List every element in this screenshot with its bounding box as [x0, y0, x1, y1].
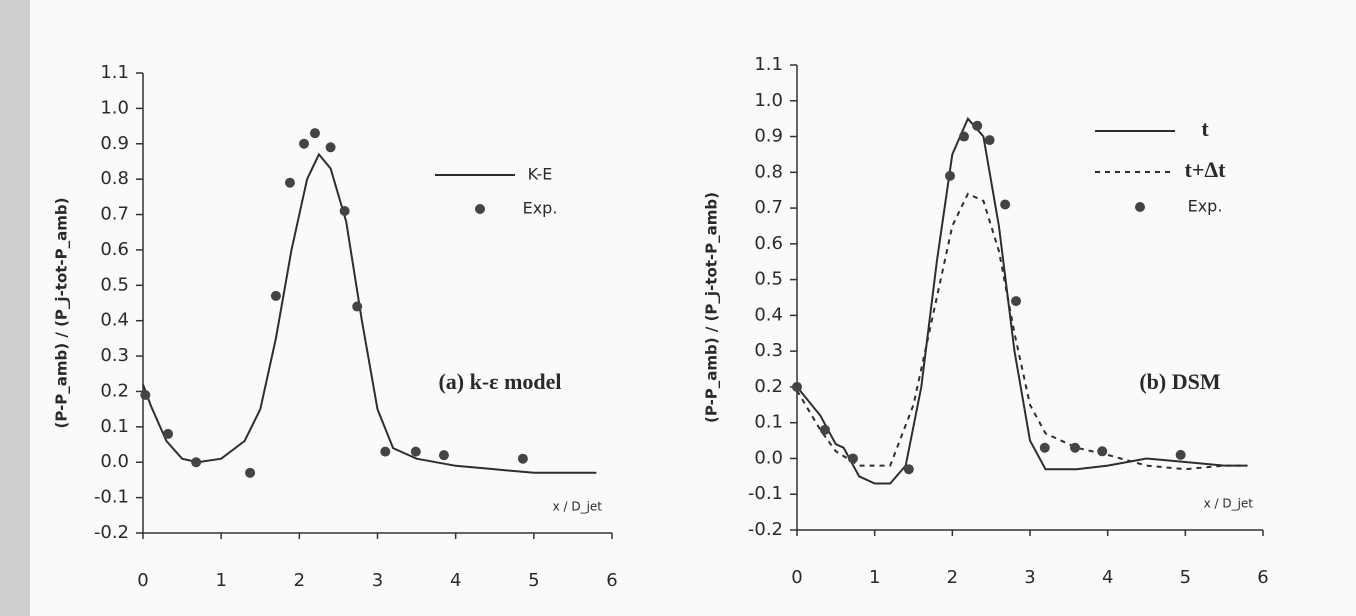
- data-point: [792, 381, 802, 392]
- legend-label: K-E: [528, 165, 553, 184]
- data-point: [1000, 199, 1011, 210]
- x-tick-label: 1: [215, 570, 226, 591]
- y-tick-label: 0.0: [754, 447, 783, 468]
- y-tick-label: 1.0: [754, 90, 783, 111]
- x-tick-label: 3: [1024, 567, 1035, 588]
- data-point: [410, 446, 421, 457]
- data-point: [958, 131, 969, 142]
- data-point: [380, 446, 391, 457]
- annotation: (a) k-ε model: [438, 369, 561, 394]
- data-point: [309, 128, 320, 139]
- legend-label: Exp.: [523, 199, 558, 218]
- x-tick-label: 0: [137, 570, 148, 591]
- data-point: [270, 290, 281, 301]
- x-tick-label: 2: [947, 567, 958, 588]
- x-tick-label: 5: [1180, 567, 1191, 588]
- data-point: [903, 464, 914, 475]
- series-line: [796, 116, 1248, 485]
- x-tick-label: 4: [1102, 567, 1113, 588]
- y-tick-label: 1.1: [754, 54, 783, 75]
- data-point: [352, 301, 363, 312]
- y-tick-label: 0.2: [100, 380, 129, 401]
- x-tick-label: 6: [606, 570, 617, 591]
- data-point: [1039, 442, 1050, 453]
- data-point: [1011, 296, 1022, 307]
- y-tick-label: 0.7: [100, 204, 129, 225]
- x-tick-label: 0: [791, 567, 802, 588]
- y-tick-label: 0.3: [754, 340, 783, 361]
- x-axis-label: x / D_jet: [1204, 497, 1254, 511]
- y-tick-label: 0.9: [100, 133, 129, 154]
- data-point: [1070, 442, 1081, 453]
- y-tick-label: 0.3: [100, 345, 129, 366]
- y-tick-label: 0.1: [100, 416, 129, 437]
- x-tick-label: 3: [372, 570, 383, 591]
- x-tick-label: 4: [450, 570, 461, 591]
- y-axis-label: (P-P_amb) / (P_j-tot-P_amb): [53, 198, 71, 429]
- y-axis-label: (P-P_amb) / (P_j-tot-P_amb): [703, 192, 721, 423]
- scan-edge: [0, 0, 30, 616]
- y-tick-label: -0.1: [748, 483, 783, 504]
- data-point: [191, 457, 202, 468]
- y-tick-label: 1.0: [100, 97, 129, 118]
- y-tick-label: 0.6: [754, 233, 783, 254]
- legend-label: t: [1201, 116, 1209, 141]
- y-tick-label: 0.5: [100, 274, 129, 295]
- data-point: [1097, 446, 1108, 457]
- data-point: [339, 206, 350, 216]
- series-line: [796, 192, 1248, 471]
- data-point: [299, 138, 310, 149]
- legend-marker: [475, 204, 485, 214]
- data-point: [517, 453, 528, 464]
- data-point: [819, 424, 830, 435]
- data-point: [163, 428, 174, 439]
- legend-marker: [1135, 202, 1145, 212]
- x-tick-label: 2: [294, 570, 305, 591]
- y-tick-label: 0.1: [754, 412, 783, 433]
- data-point: [325, 142, 336, 153]
- y-tick-label: -0.2: [94, 522, 129, 543]
- legend-label: Exp.: [1188, 197, 1223, 216]
- y-tick-label: 0.8: [100, 168, 129, 189]
- y-tick-label: 0.6: [100, 239, 129, 260]
- data-point: [140, 390, 151, 400]
- y-tick-label: 0.4: [100, 310, 129, 331]
- y-tick-label: 0.4: [754, 304, 783, 325]
- x-tick-label: 1: [869, 567, 880, 588]
- y-tick-label: 0.7: [754, 197, 783, 218]
- data-point: [984, 135, 995, 146]
- data-point: [847, 453, 858, 464]
- y-tick-label: 1.1: [100, 62, 129, 83]
- data-point: [245, 467, 256, 478]
- x-tick-label: 6: [1257, 567, 1268, 588]
- y-tick-label: 0.9: [754, 126, 783, 147]
- y-tick-label: 0.2: [754, 376, 783, 397]
- y-tick-label: 0.8: [754, 161, 783, 182]
- x-axis-label: x / D_jet: [553, 500, 603, 514]
- data-point: [1175, 449, 1186, 460]
- y-tick-label: 0.0: [100, 451, 129, 472]
- data-point: [284, 177, 295, 188]
- data-point: [972, 120, 983, 131]
- y-tick-label: -0.1: [94, 487, 129, 508]
- legend-label: t+Δt: [1185, 157, 1227, 182]
- y-tick-label: 0.5: [754, 269, 783, 290]
- data-point: [438, 450, 449, 461]
- data-point: [945, 170, 956, 181]
- x-tick-label: 5: [528, 570, 539, 591]
- annotation: (b) DSM: [1139, 369, 1221, 394]
- y-tick-label: -0.2: [748, 519, 783, 540]
